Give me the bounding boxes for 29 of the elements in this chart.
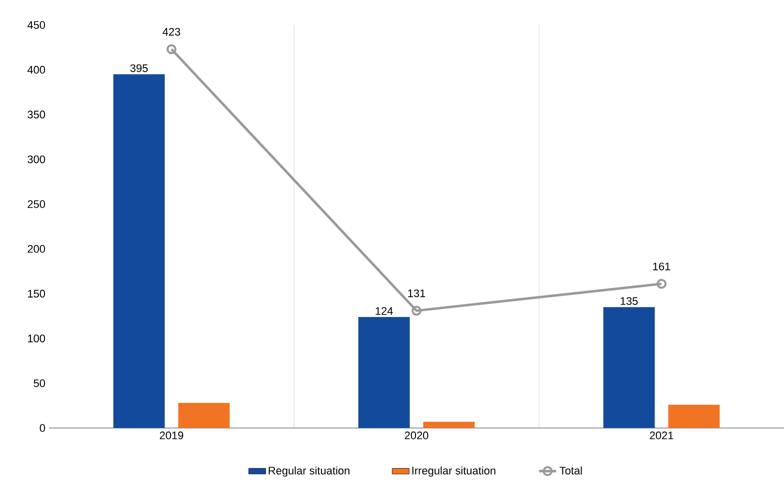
y-tick-label: 250 — [28, 200, 46, 208]
x-tick-label: 2021 — [650, 432, 674, 440]
bar — [178, 402, 230, 428]
y-tick-label: 200 — [28, 245, 46, 253]
y-tick-label: 450 — [27, 21, 46, 29]
y-tick-label: 50 — [34, 379, 46, 388]
bar — [113, 74, 165, 428]
y-tick-label: 400 — [27, 66, 46, 74]
legend-label: Total — [560, 466, 582, 474]
point — [412, 306, 422, 316]
x-tick-label: 2019 — [160, 432, 184, 440]
y-tick-label: 100 — [28, 334, 46, 342]
y-tick-label: 0 — [40, 424, 46, 432]
bar — [423, 422, 475, 428]
data-label: 131 — [408, 289, 426, 298]
legend-label: Irregular situation — [412, 466, 496, 477]
data-label: 395 — [130, 64, 148, 72]
data-label: 135 — [620, 297, 638, 305]
y-tick-label: 150 — [28, 290, 46, 298]
legend-label: Regular situation — [268, 466, 350, 477]
data-label: 423 — [162, 28, 180, 36]
y-tick-label: 350 — [28, 110, 46, 118]
y-tick-label: 300 — [28, 155, 46, 164]
bar — [603, 307, 655, 428]
bar — [358, 316, 410, 428]
bar — [668, 404, 720, 428]
x-tick-label: 2020 — [404, 432, 428, 440]
data-label: 161 — [653, 262, 670, 270]
data-label: 124 — [376, 307, 393, 315]
